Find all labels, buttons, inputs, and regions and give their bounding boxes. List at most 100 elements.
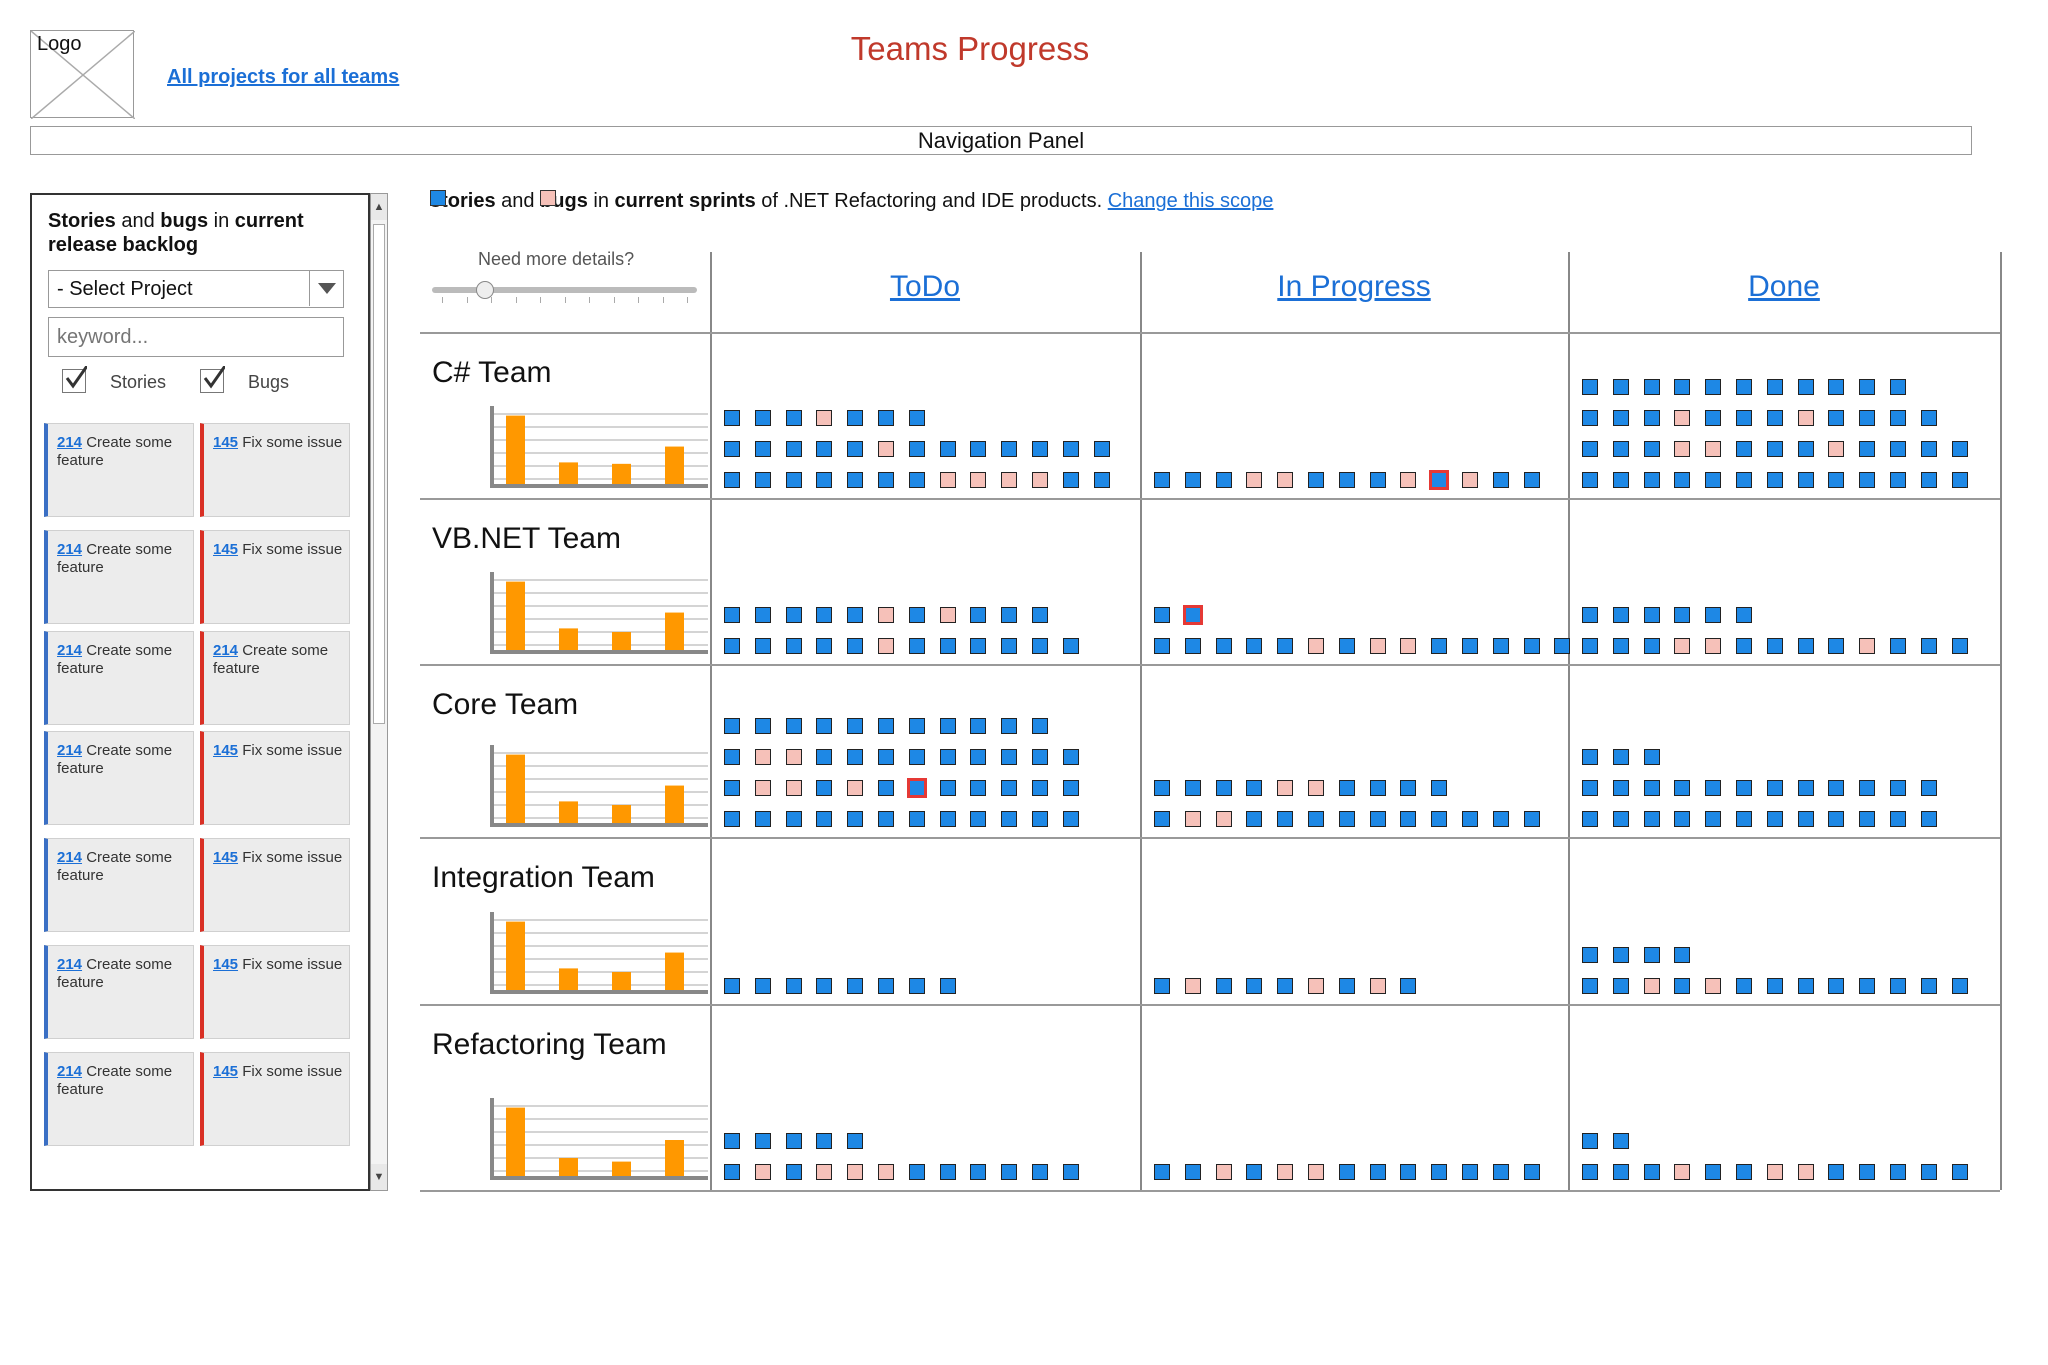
story-item[interactable] [754,811,771,827]
story-item[interactable] [1643,1164,1660,1180]
story-item[interactable] [1766,472,1783,488]
story-item[interactable] [1951,441,1968,457]
story-item[interactable] [1797,780,1814,796]
story-item[interactable] [1797,638,1814,654]
card-id-link[interactable]: 214 [57,1063,83,1080]
story-item[interactable] [1062,811,1079,827]
story-item[interactable] [939,780,956,796]
story-item[interactable] [1951,638,1968,654]
bug-item[interactable] [1308,638,1324,654]
story-item[interactable] [1032,811,1048,827]
story-item[interactable] [939,441,956,457]
story-item[interactable] [1308,472,1324,488]
story-item[interactable] [1797,978,1814,994]
story-item[interactable] [754,718,771,734]
card-id-link[interactable]: 214 [57,434,83,451]
story-item[interactable] [878,410,894,426]
story-item[interactable] [1643,811,1660,827]
story-item[interactable] [816,780,833,796]
story-item[interactable] [1246,1164,1263,1180]
story-item[interactable] [754,441,771,457]
card-id-link[interactable]: 145 [213,956,239,973]
story-item[interactable] [1093,441,1110,457]
story-item[interactable] [1582,811,1598,827]
story-item[interactable] [970,638,987,654]
story-item[interactable] [1338,811,1355,827]
story-item[interactable] [878,978,894,994]
story-item[interactable] [939,749,956,765]
bug-item[interactable] [785,780,802,796]
story-item[interactable] [1674,947,1691,963]
story-item[interactable] [1215,780,1232,796]
story-item[interactable] [908,749,925,765]
story-item[interactable] [1890,780,1906,796]
story-item[interactable] [724,410,740,426]
story-item[interactable] [1492,1164,1509,1180]
story-item[interactable] [1643,638,1660,654]
story-item[interactable] [1582,947,1598,963]
story-item[interactable] [1032,1164,1048,1180]
bug-item[interactable] [1277,1164,1294,1180]
story-item[interactable] [1736,607,1752,623]
story-item[interactable] [1001,718,1018,734]
bug-item[interactable] [1674,1164,1691,1180]
story-item[interactable] [1032,749,1048,765]
story-item[interactable] [785,638,802,654]
story-item[interactable] [1890,441,1906,457]
story-item[interactable] [785,607,802,623]
story-item[interactable] [816,978,833,994]
story-item[interactable] [939,718,956,734]
story-item[interactable] [1890,811,1906,827]
story-item[interactable] [1277,978,1294,994]
story-item[interactable] [908,410,925,426]
story-item[interactable] [1492,811,1509,827]
story-item[interactable] [1246,638,1263,654]
story-item[interactable] [1612,472,1629,488]
story-item[interactable] [1643,947,1660,963]
story-item[interactable] [1582,780,1598,796]
bug-item[interactable] [1032,472,1048,488]
story-item[interactable] [1246,780,1263,796]
story-item[interactable] [1705,472,1722,488]
story-item[interactable] [1643,410,1660,426]
story-item[interactable] [724,811,740,827]
card-id-link[interactable]: 214 [57,956,83,973]
story-item[interactable] [785,1133,802,1149]
story-item[interactable] [1920,811,1937,827]
bug-item[interactable] [1643,978,1660,994]
story-item[interactable] [1246,811,1263,827]
story-item[interactable] [754,607,771,623]
story-item[interactable] [908,607,925,623]
story-item[interactable] [1859,780,1876,796]
story-item[interactable] [1859,379,1876,395]
story-item[interactable] [1920,1164,1937,1180]
story-item[interactable] [939,1164,956,1180]
story-item[interactable] [1462,811,1478,827]
story-item[interactable] [1062,472,1079,488]
story-item[interactable] [1612,811,1629,827]
bug-item[interactable] [1308,978,1324,994]
story-item[interactable] [1766,638,1783,654]
story-item[interactable] [847,749,864,765]
story-item[interactable] [785,441,802,457]
bug-item[interactable] [847,1164,864,1180]
story-item[interactable] [847,978,864,994]
story-item[interactable] [1920,441,1937,457]
bug-item[interactable] [1859,638,1876,654]
story-item[interactable] [1797,472,1814,488]
story-item[interactable] [847,811,864,827]
story-item[interactable] [847,441,864,457]
story-item[interactable] [1920,780,1937,796]
story-item[interactable] [785,472,802,488]
bug-item[interactable] [847,780,864,796]
story-item[interactable] [908,718,925,734]
story-item[interactable] [878,718,894,734]
bug-card[interactable]: 145 Fix some issue [200,1052,350,1146]
scrollbar-thumb[interactable] [373,224,385,724]
sidebar-scrollbar[interactable]: ▲ ▼ [370,193,388,1191]
story-item[interactable] [1890,410,1906,426]
bug-item[interactable] [1277,472,1294,488]
story-item[interactable] [1462,1164,1478,1180]
story-item[interactable] [1920,410,1937,426]
story-item[interactable] [1951,472,1968,488]
